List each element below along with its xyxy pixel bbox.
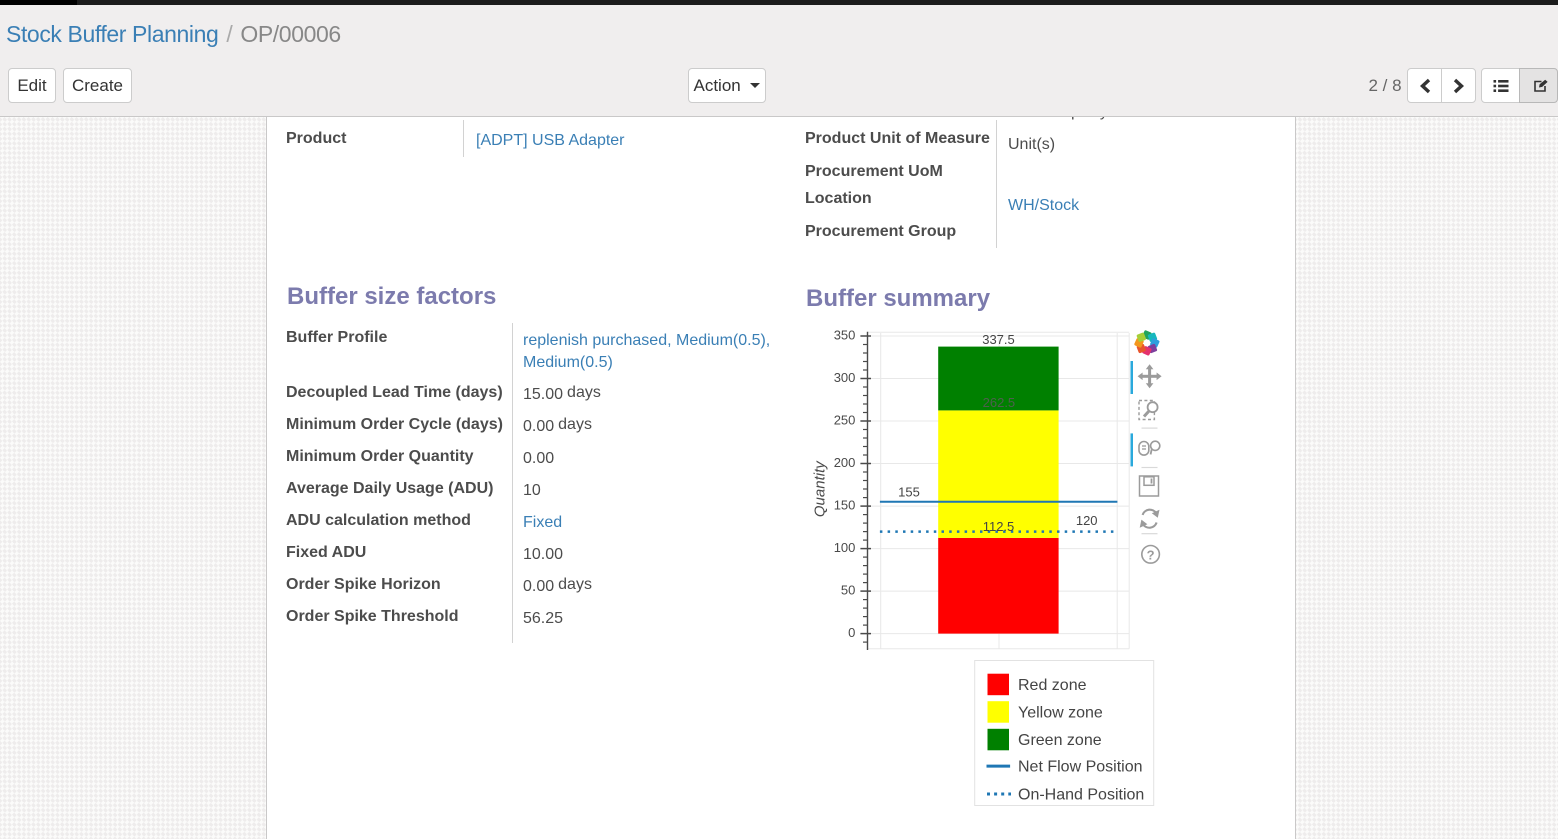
svg-text:150: 150	[834, 498, 856, 513]
svg-text:250: 250	[834, 412, 856, 427]
svg-text:0: 0	[848, 625, 855, 640]
svg-text:300: 300	[834, 370, 856, 385]
svg-text:112.5: 112.5	[983, 519, 1015, 534]
svg-text:262.5: 262.5	[983, 395, 1016, 410]
svg-text:Net Flow Position: Net Flow Position	[1018, 759, 1143, 776]
svg-text:350: 350	[834, 327, 856, 342]
svg-text:Green zone: Green zone	[1018, 732, 1102, 749]
svg-text:155: 155	[898, 484, 920, 499]
svg-text:On-Hand Position: On-Hand Position	[1018, 787, 1144, 804]
svg-text:Red zone: Red zone	[1018, 677, 1087, 694]
svg-text:50: 50	[841, 583, 855, 598]
svg-text:100: 100	[834, 540, 856, 555]
svg-text:?: ?	[1147, 547, 1155, 562]
svg-text:120: 120	[1076, 513, 1098, 528]
svg-text:Quantity: Quantity	[811, 460, 828, 517]
svg-text:200: 200	[834, 455, 856, 470]
svg-text:337.5: 337.5	[982, 332, 1015, 347]
svg-text:Yellow zone: Yellow zone	[1018, 705, 1103, 722]
